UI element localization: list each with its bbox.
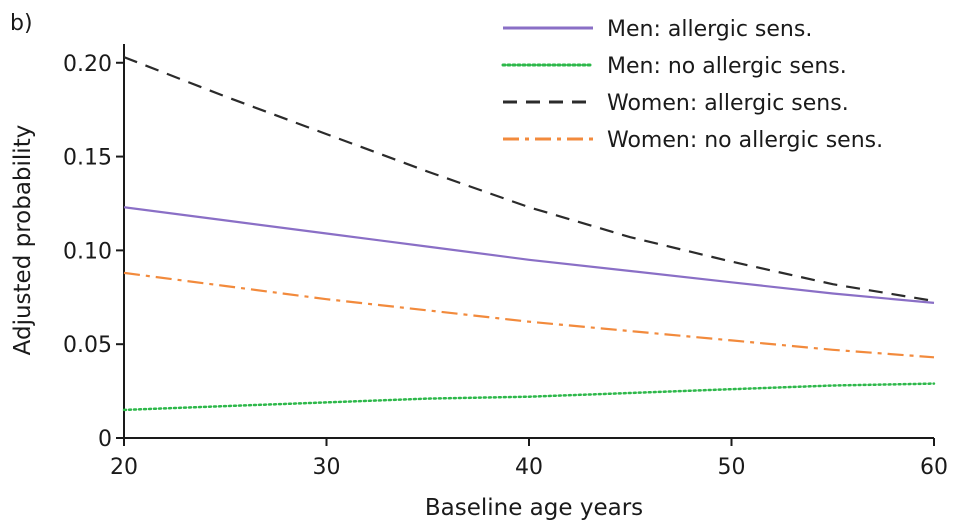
legend-label: Women: allergic sens. xyxy=(607,91,849,116)
y-tick-label: 0.05 xyxy=(63,333,112,358)
series-line xyxy=(123,56,935,303)
series-line xyxy=(122,382,936,412)
x-axis-title: Baseline age years xyxy=(425,495,643,521)
y-axis-title: Adjusted probability xyxy=(10,125,36,356)
legend-label: Men: allergic sens. xyxy=(607,17,812,42)
y-tick-label: 0.15 xyxy=(63,146,112,171)
series-lines xyxy=(122,56,936,412)
y-tick-label: 0 xyxy=(98,427,112,452)
y-tick-label: 0.10 xyxy=(63,239,112,264)
x-tick-label: 30 xyxy=(313,455,341,480)
x-tick-label: 20 xyxy=(110,455,138,480)
y-tick-label: 0.20 xyxy=(63,52,112,77)
series-line xyxy=(123,206,935,304)
x-tick-label: 50 xyxy=(718,455,746,480)
panel-label: b) xyxy=(10,11,33,36)
x-tick-label: 60 xyxy=(920,455,948,480)
legend: Men: allergic sens. Men: no allergic sens… xyxy=(501,17,883,153)
y-ticks: 0 0.05 0.10 0.15 0.20 xyxy=(63,52,124,452)
series-line xyxy=(123,271,935,359)
x-ticks: 20 30 40 50 60 xyxy=(110,438,948,480)
legend-label: Women: no allergic sens. xyxy=(607,128,883,153)
legend-label: Men: no allergic sens. xyxy=(607,54,847,79)
x-tick-label: 40 xyxy=(515,455,543,480)
